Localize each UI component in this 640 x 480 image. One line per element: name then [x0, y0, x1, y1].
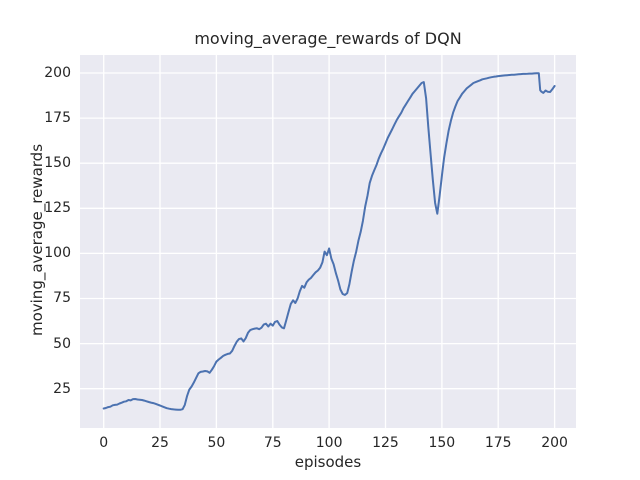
x-axis-label: episodes [294, 453, 362, 471]
x-tick-label: 0 [99, 435, 109, 451]
x-tick-label: 25 [151, 435, 169, 451]
y-tick-label: 50 [53, 335, 71, 352]
x-tick-label: 200 [541, 435, 568, 451]
y-tick-label: 100 [44, 245, 71, 262]
x-tick-label: 50 [207, 435, 226, 451]
x-tick-label: 100 [315, 435, 343, 451]
chart-title: moving_average_rewards of DQN [194, 29, 462, 48]
gridlines [80, 55, 576, 428]
x-tick-label: 150 [428, 435, 456, 451]
plot-area [80, 55, 576, 428]
y-tick-label: 150 [44, 155, 71, 172]
x-tick-label: 175 [484, 435, 512, 451]
x-tick-label: 125 [372, 435, 399, 451]
y-tick-label: 75 [53, 290, 71, 307]
y-tick-label: 200 [44, 65, 71, 82]
y-tick-label: 175 [44, 110, 71, 127]
y-tick-label: 125 [44, 200, 71, 217]
y-tick-label: 25 [53, 380, 71, 397]
x-tick-label: 75 [263, 435, 282, 451]
reward-line [102, 72, 556, 411]
